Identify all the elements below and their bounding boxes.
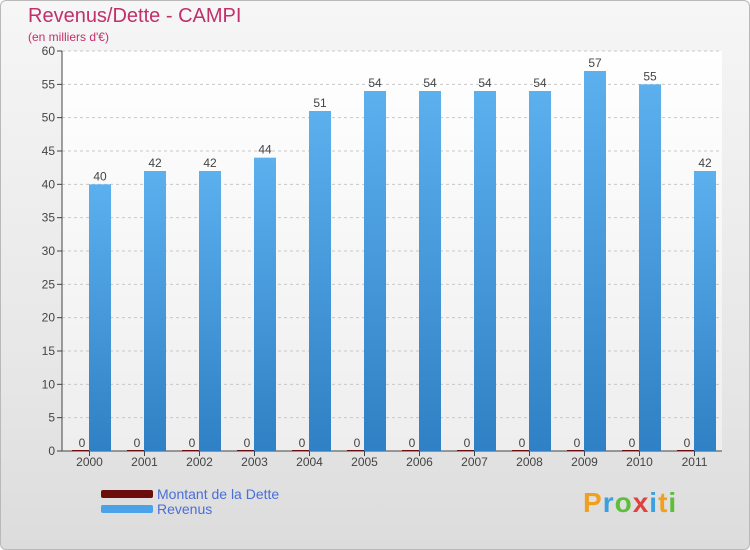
debt-value-label: 0: [134, 436, 141, 450]
revenue-value-label: 54: [368, 76, 382, 90]
debt-bar: [72, 450, 92, 451]
y-tick-label: 55: [42, 77, 56, 91]
revenue-value-label: 51: [313, 96, 327, 110]
y-tick-label: 25: [42, 277, 56, 291]
revenue-bar: [364, 91, 386, 451]
debt-value-label: 0: [79, 436, 86, 450]
debt-bar: [457, 450, 477, 451]
x-tick-label: 2008: [516, 455, 543, 469]
logo-letter: P: [583, 487, 603, 518]
x-tick-label: 2011: [682, 455, 708, 469]
debt-value-label: 0: [464, 436, 471, 450]
debt-value-label: 0: [574, 436, 581, 450]
revenue-value-label: 54: [423, 76, 437, 90]
chart-title: Revenus/Dette - CAMPI: [28, 5, 242, 27]
revenue-value-label: 42: [698, 156, 712, 170]
revenue-value-label: 42: [148, 156, 162, 170]
debt-value-label: 0: [684, 436, 691, 450]
revenue-bar: [254, 157, 276, 451]
revenue-value-label: 54: [478, 76, 492, 90]
revenue-bar: [199, 171, 221, 451]
y-tick-label: 40: [42, 177, 56, 191]
debt-value-label: 0: [244, 436, 251, 450]
x-tick-label: 2001: [131, 455, 158, 469]
debt-bar: [677, 450, 697, 451]
x-tick-label: 2010: [626, 455, 653, 469]
y-tick-label: 15: [42, 344, 56, 358]
y-tick-label: 35: [42, 211, 56, 225]
revenue-bar: [474, 91, 496, 451]
x-tick-label: 2006: [406, 455, 433, 469]
revenue-value-label: 54: [533, 76, 547, 90]
revenue-value-label: 42: [203, 156, 217, 170]
debt-bar: [512, 450, 532, 451]
x-tick-label: 2002: [186, 455, 213, 469]
logo-letter: i: [668, 487, 678, 518]
y-tick-label: 45: [42, 144, 56, 158]
x-tick-label: 2007: [461, 455, 488, 469]
y-tick-label: 10: [42, 377, 56, 391]
x-tick-label: 2004: [296, 455, 323, 469]
revenue-bar: [419, 91, 441, 451]
logo-letter: r: [602, 487, 615, 518]
debt-value-label: 0: [299, 436, 306, 450]
revenue-value-label: 40: [93, 169, 107, 183]
revenue-value-label: 55: [643, 69, 657, 83]
logo-letter: o: [614, 487, 633, 518]
debt-bar: [567, 450, 587, 451]
debt-bar: [292, 450, 312, 451]
y-tick-label: 50: [42, 111, 56, 125]
revenue-value-label: 57: [588, 56, 602, 70]
x-tick-label: 2000: [76, 455, 103, 469]
debt-bar: [347, 450, 367, 451]
debt-value-label: 0: [189, 436, 196, 450]
revenue-bar: [309, 111, 331, 451]
logo-letter: x: [632, 487, 650, 518]
proxiti-logo: Proxiti: [583, 487, 677, 519]
y-tick-label: 5: [48, 411, 55, 425]
logo-letter: t: [658, 487, 669, 518]
y-tick-label: 30: [42, 244, 56, 258]
debt-bar: [402, 450, 422, 451]
chart-subtitle: (en milliers d'€): [28, 30, 109, 44]
revenue-bar: [89, 184, 111, 452]
x-tick-label: 2005: [351, 455, 378, 469]
debt-bar: [127, 450, 147, 451]
x-tick-label: 2003: [241, 455, 268, 469]
logo-letter: i: [649, 487, 659, 518]
legend-label: Revenus: [157, 501, 213, 517]
y-tick-label: 60: [42, 44, 56, 58]
revenue-bar: [529, 91, 551, 451]
revenue-bar: [584, 71, 606, 451]
debt-value-label: 0: [629, 436, 636, 450]
debt-value-label: 0: [354, 436, 361, 450]
revenue-value-label: 44: [258, 143, 272, 157]
debt-bar: [182, 450, 202, 451]
x-tick-label: 2009: [571, 455, 598, 469]
legend-swatch: [101, 490, 153, 498]
revenue-bar: [694, 171, 716, 451]
y-tick-label: 20: [42, 311, 56, 325]
debt-bar: [237, 450, 257, 451]
revenue-bar: [639, 84, 661, 451]
y-tick-label: 0: [48, 444, 55, 458]
legend-label: Montant de la Dette: [157, 486, 280, 502]
revenue-bar: [144, 171, 166, 451]
debt-bar: [622, 450, 642, 451]
debt-value-label: 0: [409, 436, 416, 450]
debt-value-label: 0: [519, 436, 526, 450]
legend-swatch: [101, 505, 153, 513]
